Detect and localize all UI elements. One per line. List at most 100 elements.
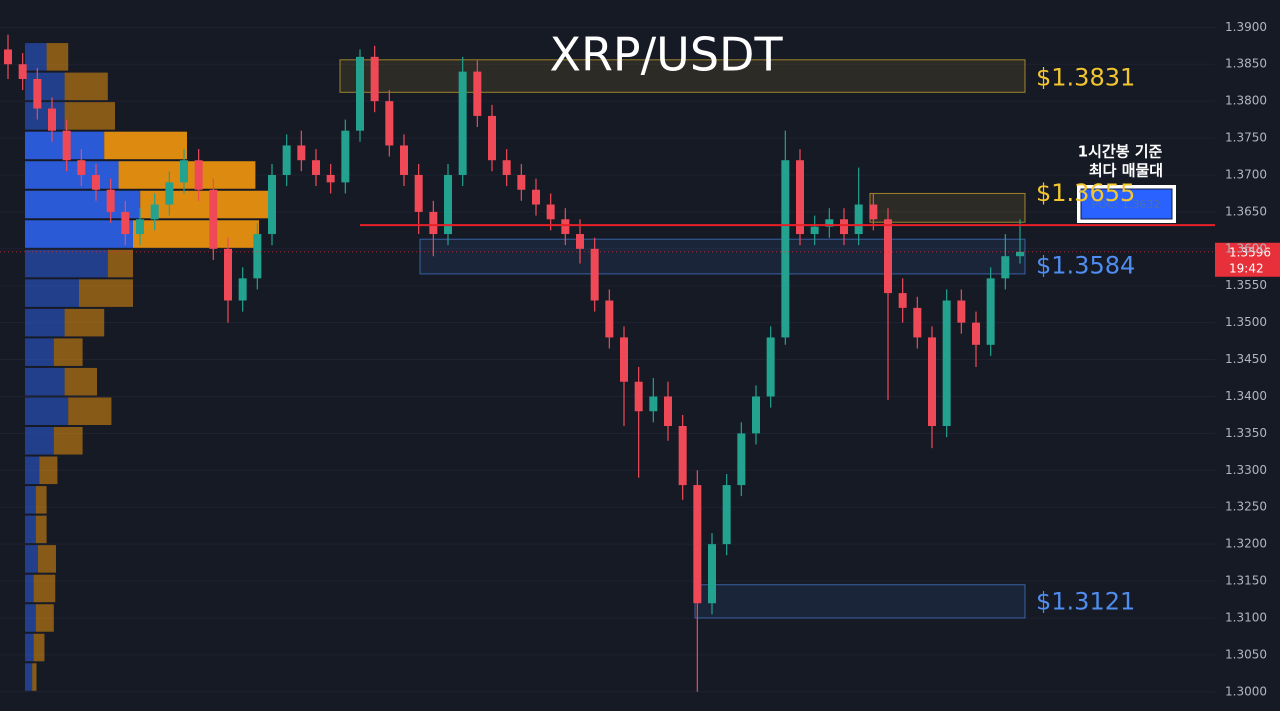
candle-body bbox=[253, 234, 262, 279]
candle-body bbox=[62, 130, 71, 161]
y-tick-label: 1.3650 bbox=[1225, 204, 1267, 218]
y-tick-label: 1.3000 bbox=[1225, 684, 1267, 698]
profile-sell bbox=[64, 102, 115, 130]
current-time: 19:42 bbox=[1229, 261, 1264, 275]
candle-body bbox=[77, 160, 86, 175]
profile-buy bbox=[25, 574, 34, 603]
candle-body bbox=[840, 219, 848, 235]
y-tick-label: 1.3700 bbox=[1225, 167, 1267, 181]
level-zone bbox=[869, 192, 1026, 223]
candle-body bbox=[810, 226, 819, 235]
profile-sell bbox=[68, 397, 112, 426]
candle-body bbox=[737, 433, 746, 486]
candle-body bbox=[517, 174, 526, 190]
candle-body bbox=[165, 182, 174, 205]
candle-body bbox=[590, 248, 599, 301]
candle-body bbox=[546, 204, 555, 220]
profile-buy bbox=[25, 367, 65, 396]
candles bbox=[4, 34, 1024, 692]
profile-sell bbox=[107, 249, 133, 278]
y-tick-label: 1.3900 bbox=[1225, 20, 1267, 34]
candle-body bbox=[209, 189, 218, 249]
level-zone bbox=[339, 59, 1026, 93]
candle-body bbox=[385, 101, 394, 146]
candle-body bbox=[92, 174, 100, 190]
candle-body bbox=[429, 211, 438, 235]
level-label: $1.3584 bbox=[1036, 252, 1135, 280]
y-tick-label: 1.3600 bbox=[1225, 241, 1267, 255]
candle-body bbox=[282, 145, 291, 175]
candle-body bbox=[136, 219, 144, 235]
candle-body bbox=[473, 71, 482, 116]
candle-body bbox=[957, 300, 966, 323]
profile-buy bbox=[25, 633, 34, 662]
profile-sell bbox=[64, 72, 108, 101]
y-tick-label: 1.3750 bbox=[1225, 131, 1267, 145]
candle-body bbox=[414, 174, 423, 212]
current-price-tag bbox=[1215, 242, 1280, 277]
candle-body bbox=[678, 426, 687, 486]
candle-body bbox=[488, 115, 496, 161]
y-tick-label: 1.3350 bbox=[1225, 426, 1267, 440]
profile-sell bbox=[35, 604, 54, 632]
level-label: $1.3655 bbox=[1036, 179, 1135, 207]
level-label: $1.3121 bbox=[1036, 587, 1135, 615]
candle-body bbox=[356, 56, 364, 131]
profile-sell bbox=[64, 367, 97, 396]
candle-body bbox=[180, 160, 188, 183]
candle-body bbox=[458, 71, 467, 175]
y-tick-label: 1.3150 bbox=[1225, 574, 1267, 588]
candle-body bbox=[913, 307, 922, 338]
candle-body bbox=[33, 79, 42, 109]
candle-body bbox=[150, 204, 159, 220]
profile-buy bbox=[25, 72, 65, 101]
candle-body bbox=[121, 211, 130, 235]
candle-body bbox=[986, 278, 995, 345]
candle-body bbox=[708, 544, 716, 604]
profile-buy bbox=[25, 102, 65, 130]
y-tick-label: 1.3200 bbox=[1225, 537, 1267, 551]
profile-sell bbox=[53, 338, 83, 366]
candle-body bbox=[400, 145, 408, 175]
candle-body bbox=[942, 300, 951, 427]
candle-body bbox=[297, 145, 306, 161]
profile-buy bbox=[25, 663, 33, 691]
candle-body bbox=[693, 485, 702, 604]
chart-title: XRP/USDT bbox=[549, 28, 783, 82]
overlay: POC: 1.3632 1.3596 19:42 bbox=[0, 185, 1280, 277]
candle-body bbox=[634, 381, 643, 412]
profile-sell bbox=[53, 427, 83, 455]
candle-body bbox=[781, 160, 790, 338]
profile-sell bbox=[39, 456, 58, 485]
candle-body bbox=[766, 337, 775, 397]
candle-body bbox=[869, 204, 878, 220]
profile-sell bbox=[37, 545, 56, 573]
candle-body bbox=[928, 337, 936, 427]
poc-label: POC: 1.3632 bbox=[1092, 198, 1161, 211]
profile-sell bbox=[140, 190, 274, 219]
candle-body bbox=[444, 174, 452, 235]
profile-buy bbox=[25, 397, 69, 426]
candle-body bbox=[884, 219, 892, 294]
profile-sell bbox=[35, 486, 47, 514]
candle-body bbox=[4, 49, 12, 65]
candle-body bbox=[48, 108, 56, 131]
candle-body bbox=[722, 485, 731, 545]
current-price: 1.3596 bbox=[1229, 245, 1271, 259]
profile-buy bbox=[25, 545, 38, 573]
candle-body bbox=[620, 337, 628, 382]
candle-body bbox=[312, 160, 320, 175]
volume-profile bbox=[25, 43, 274, 691]
y-tick-label: 1.3250 bbox=[1225, 500, 1267, 514]
profile-sell bbox=[46, 43, 69, 71]
level-zone bbox=[419, 238, 1026, 275]
candle-body bbox=[1016, 251, 1024, 257]
profile-sell bbox=[79, 279, 133, 307]
candle-body bbox=[18, 64, 27, 79]
candle-body bbox=[341, 130, 350, 183]
y-tick-label: 1.3500 bbox=[1225, 315, 1267, 329]
level-zone bbox=[694, 584, 1026, 619]
profile-buy bbox=[25, 249, 108, 278]
